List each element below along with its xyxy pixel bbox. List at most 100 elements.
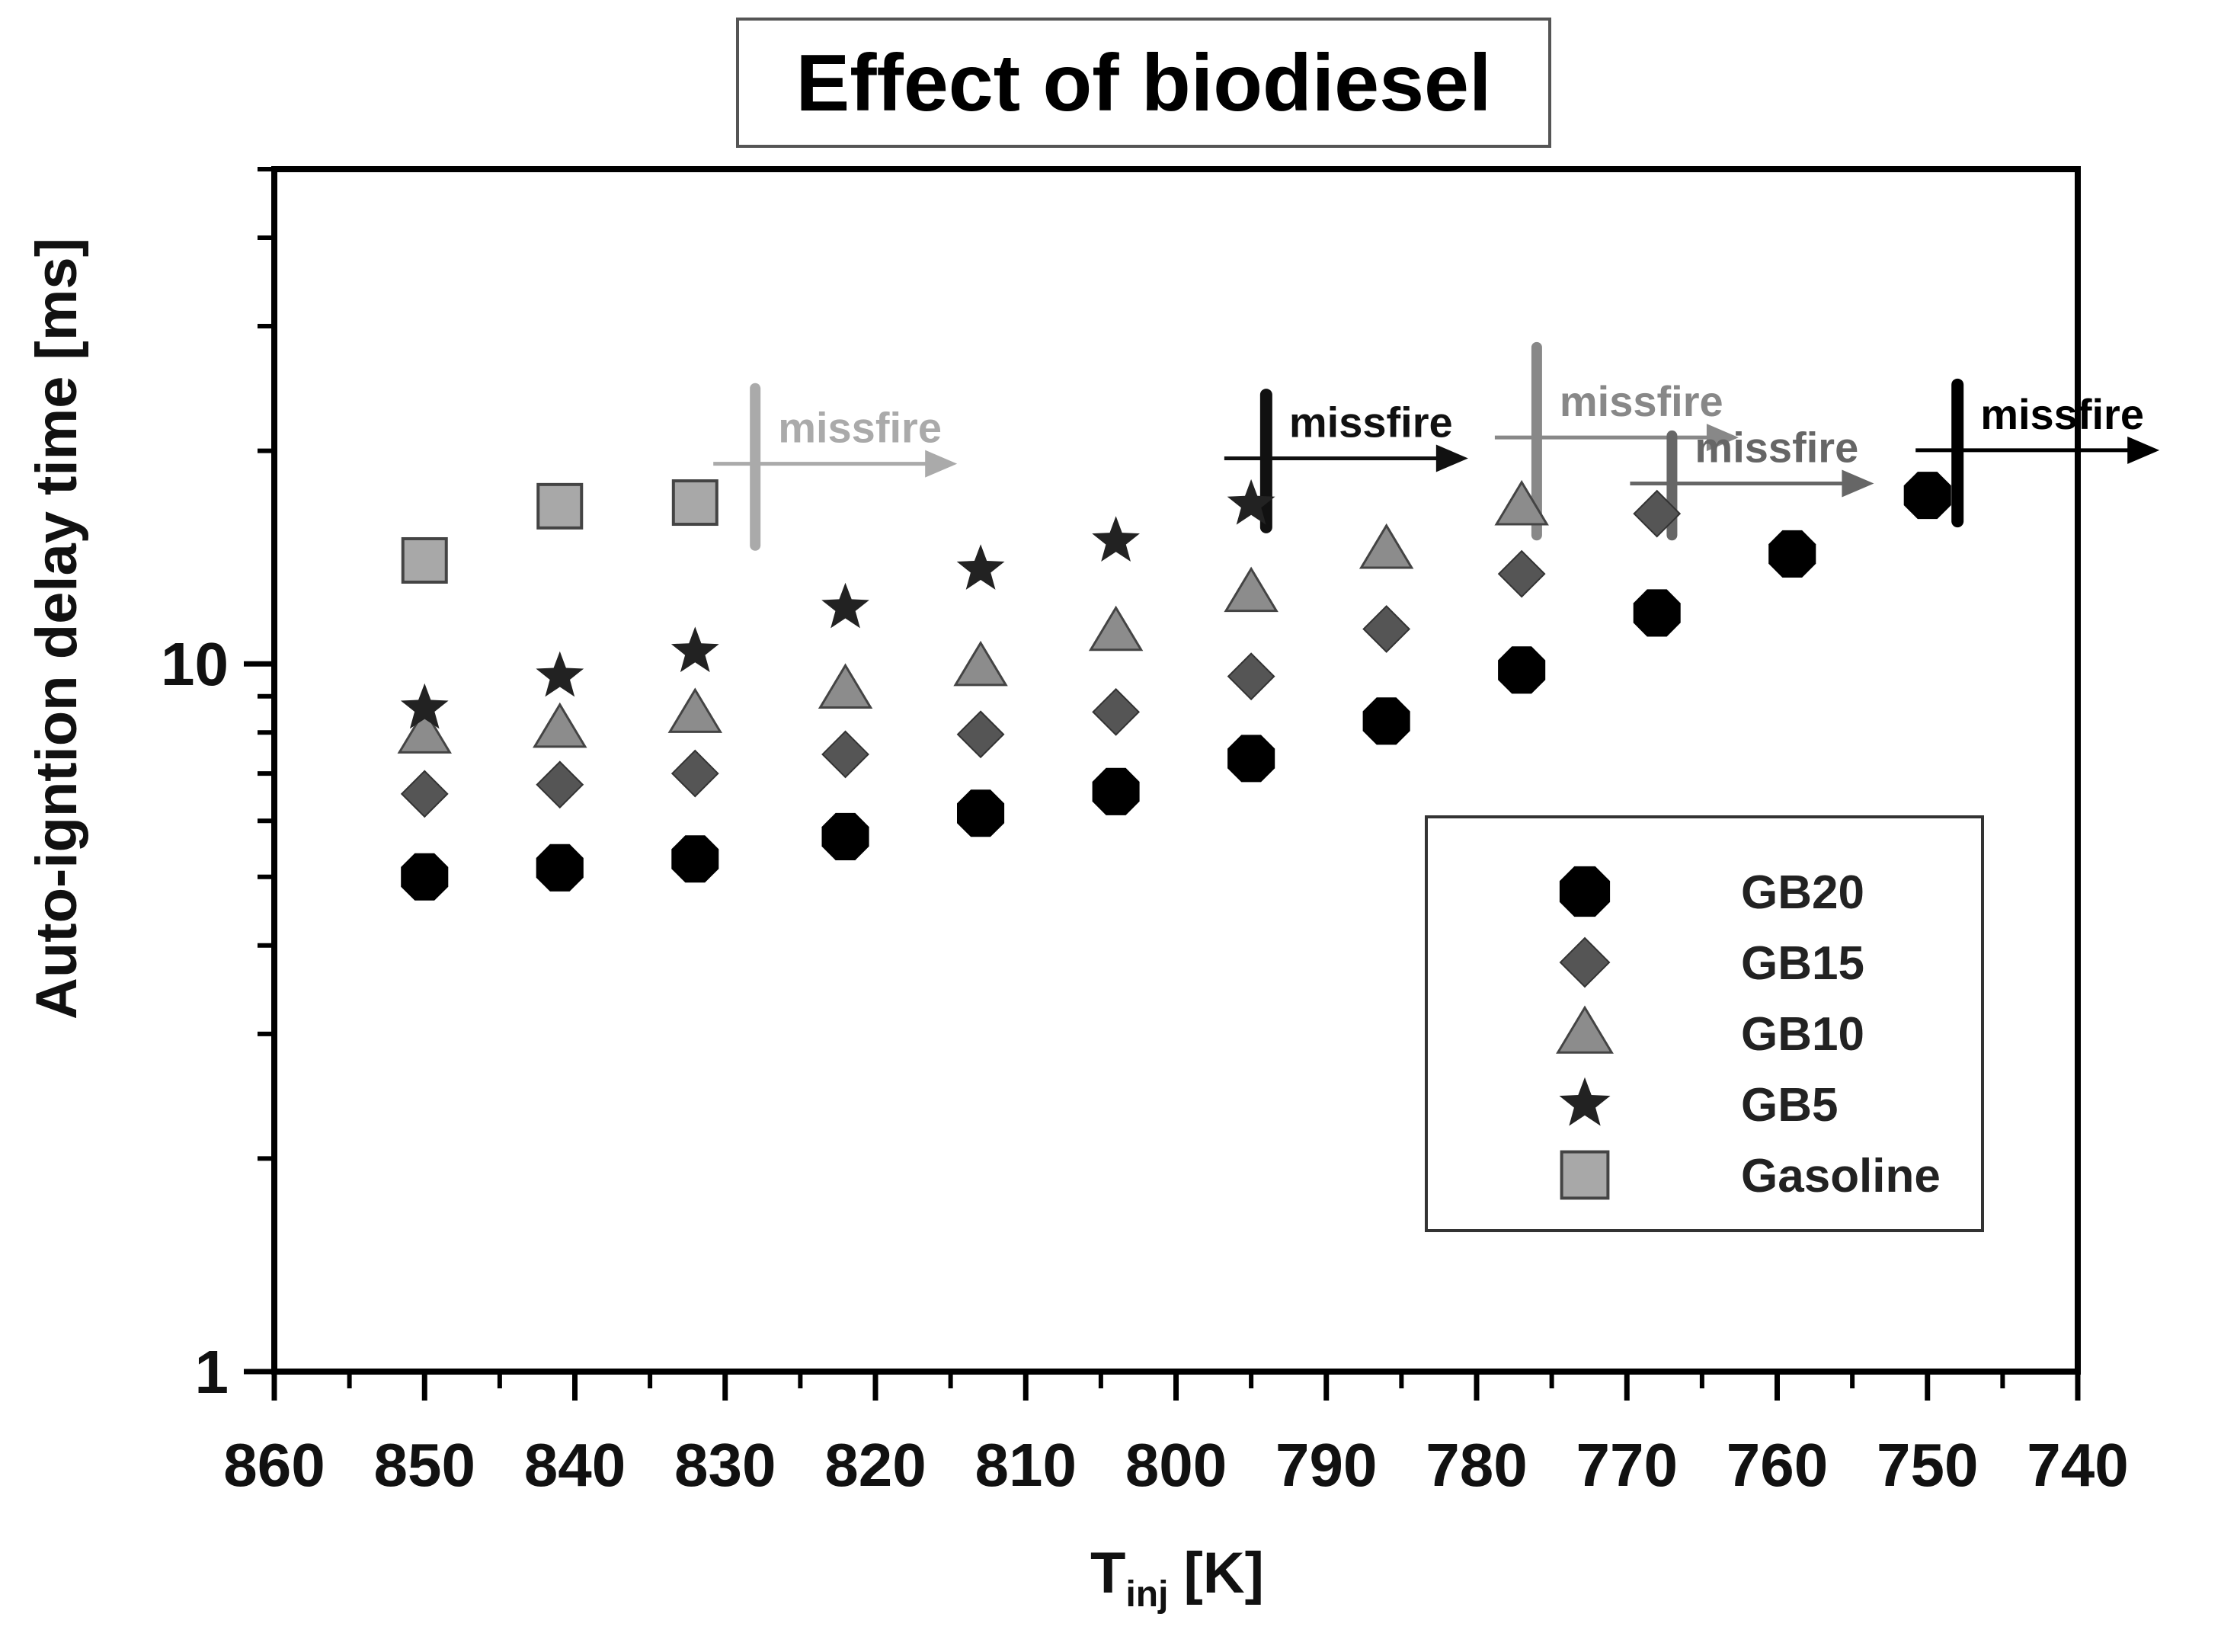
x-tick-label: 850 — [374, 1431, 475, 1499]
y-axis-title: Auto-igntion delay time [ms] — [24, 238, 89, 1020]
data-point — [670, 626, 719, 673]
data-point — [671, 479, 718, 527]
x-tick-label: 800 — [1125, 1431, 1227, 1499]
legend-marker — [1556, 1005, 1614, 1054]
missfire-label: missfire — [778, 404, 942, 452]
data-point — [1497, 549, 1546, 598]
data-point — [1768, 530, 1816, 578]
data-point — [821, 582, 869, 629]
series-gb15 — [400, 489, 1682, 818]
data-point — [1903, 472, 1951, 520]
data-point — [1227, 479, 1275, 525]
data-point — [670, 749, 719, 798]
data-point — [1224, 566, 1279, 613]
legend-marker — [1560, 1150, 1610, 1200]
legend-label: Gasoline — [1741, 1150, 1941, 1202]
legend-marker — [1559, 1077, 1611, 1126]
series-gb5 — [400, 479, 1275, 729]
data-point — [671, 835, 719, 883]
missfire-arrowhead — [1435, 444, 1468, 472]
series-gasoline — [401, 479, 718, 584]
data-point — [667, 687, 723, 733]
data-point — [1633, 489, 1682, 538]
y-tick-label: 10 — [161, 630, 229, 698]
x-tick-label: 820 — [824, 1431, 926, 1499]
legend-label: GB20 — [1741, 866, 1864, 919]
data-point — [1359, 523, 1414, 569]
x-tick-label: 860 — [223, 1431, 325, 1499]
chart-title: Effect of biodiesel — [796, 38, 1492, 128]
missfire-label: missfire — [1695, 424, 1858, 472]
data-point — [1498, 646, 1546, 694]
x-tick-label: 790 — [1275, 1431, 1377, 1499]
legend-marker — [1559, 866, 1611, 917]
legend-box — [1425, 815, 1984, 1232]
series-gb20 — [401, 472, 1951, 901]
x-axis-title-var: T — [1090, 1541, 1125, 1606]
missfire-arrowhead — [1706, 424, 1739, 452]
data-point — [1633, 589, 1681, 637]
missfire-label: missfire — [1289, 398, 1453, 446]
data-point — [1362, 605, 1411, 653]
data-point — [536, 651, 584, 697]
data-point — [400, 770, 449, 818]
data-point — [821, 730, 869, 779]
missfire-label: missfire — [1980, 390, 2144, 438]
data-point — [956, 544, 1005, 590]
x-axis-title-subscript: inj — [1125, 1574, 1168, 1615]
x-tick-label: 770 — [1576, 1431, 1678, 1499]
x-axis-title-unit: [K] — [1183, 1541, 1264, 1606]
data-point — [821, 812, 869, 860]
y-tick-label: 1 — [195, 1338, 229, 1406]
title-box — [736, 18, 1551, 148]
missfire-arrowhead — [2127, 436, 2160, 464]
data-point — [401, 536, 448, 584]
data-point — [1494, 479, 1549, 526]
data-point — [536, 844, 584, 892]
y-axis: 1 10 — [161, 167, 274, 1406]
missfire-label: missfire — [1560, 377, 1723, 425]
x-tick-label: 840 — [524, 1431, 626, 1499]
legend-label: GB15 — [1741, 937, 1864, 990]
data-point — [1227, 735, 1275, 783]
legend-item: GB15 — [1559, 936, 1864, 990]
legend-label: GB10 — [1741, 1008, 1864, 1061]
data-point — [536, 760, 584, 809]
data-point — [401, 853, 449, 901]
x-axis-title: Tinj [K] — [1090, 1541, 1264, 1615]
x-tick-label: 740 — [2027, 1431, 2128, 1499]
legend-item: GB10 — [1556, 1005, 1864, 1061]
data-point — [1362, 697, 1410, 745]
data-point — [953, 640, 1008, 687]
data-points — [397, 472, 1951, 901]
x-tick-label: 760 — [1727, 1431, 1828, 1499]
data-point — [533, 702, 587, 748]
data-point — [1092, 687, 1141, 736]
legend-item: Gasoline — [1560, 1150, 1941, 1202]
legend-item: GB20 — [1559, 866, 1864, 919]
x-tick-label: 810 — [975, 1431, 1077, 1499]
data-point — [1088, 605, 1144, 652]
legend-item: GB5 — [1559, 1077, 1838, 1132]
data-point — [1092, 767, 1140, 815]
x-tick-label: 780 — [1426, 1431, 1527, 1499]
data-point — [400, 683, 449, 729]
data-point — [536, 482, 584, 530]
legend-marker — [1559, 936, 1611, 988]
data-point — [397, 708, 452, 754]
missfire-arrowhead — [1842, 469, 1874, 498]
missfire-arrowhead — [925, 450, 958, 478]
data-point — [1092, 516, 1140, 562]
legend-label: GB5 — [1741, 1079, 1838, 1132]
series-gb10 — [397, 479, 1549, 754]
data-point — [818, 663, 873, 709]
data-point — [957, 789, 1005, 837]
data-point — [1227, 652, 1275, 701]
x-tick-label: 750 — [1877, 1431, 1978, 1499]
x-axis: 860 850 840 830 820 810 800 790 780 770 760 750 740 — [223, 1372, 2129, 1499]
x-tick-label: 830 — [674, 1431, 776, 1499]
legend: GB20 GB15 GB10 GB5 Gasoline — [1425, 815, 1984, 1232]
data-point — [956, 710, 1005, 759]
